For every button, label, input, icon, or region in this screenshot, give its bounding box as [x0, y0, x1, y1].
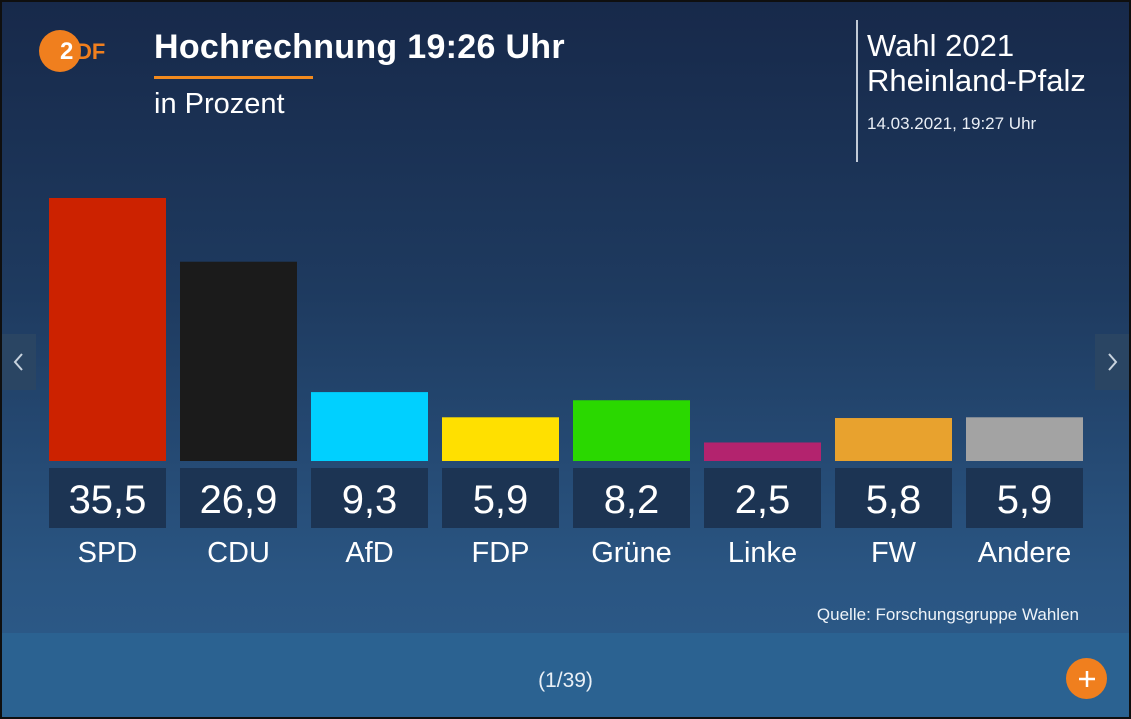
page-title: Hochrechnung 19:26 Uhr: [154, 28, 565, 66]
timestamp: 14.03.2021, 19:27 Uhr: [867, 114, 1037, 133]
value-box-grne: [573, 468, 690, 528]
category-label-andere: Andere: [978, 537, 1072, 569]
bar-cdu: [180, 261, 297, 461]
value-box-andere: [966, 468, 1083, 528]
value-box-afd: [311, 468, 428, 528]
value-box-cdu: [180, 468, 297, 528]
category-label-afd: AfD: [345, 537, 393, 569]
value-label-spd: 35,5: [69, 478, 147, 522]
bottom-bar: [2, 633, 1129, 717]
election-info: Wahl 2021 Rheinland-Pfalz: [867, 28, 1086, 98]
bar-andere: [966, 417, 1083, 461]
value-box-linke: [704, 468, 821, 528]
election-year: Wahl 2021: [867, 28, 1015, 63]
plus-icon: [1078, 670, 1095, 687]
category-label-fdp: FDP: [472, 537, 530, 569]
category-label-spd: SPD: [78, 537, 138, 569]
next-slide-button[interactable]: [1095, 334, 1129, 390]
election-region: Rheinland-Pfalz: [867, 63, 1086, 98]
prev-slide-button[interactable]: [2, 334, 36, 390]
value-label-andere: 5,9: [997, 478, 1053, 522]
value-box-fdp: [442, 468, 559, 528]
source-note: Quelle: Forschungsgruppe Wahlen: [816, 605, 1079, 624]
bar-grne: [573, 400, 690, 461]
title-underline: [154, 76, 313, 79]
value-label-afd: 9,3: [342, 478, 398, 522]
header-divider: [856, 20, 858, 162]
bar-afd: [311, 392, 428, 461]
value-box-fw: [835, 468, 952, 528]
value-label-grne: 8,2: [604, 478, 660, 522]
bar-chart: 35,5 SPD 26,9 CDU 9,3 AfD 5,9 FDP 8,2 Grüne 2,5 Lin…: [49, 198, 1083, 569]
more-button[interactable]: [1066, 658, 1107, 699]
category-label-grne: Grüne: [591, 537, 672, 569]
chevron-right-icon: [1108, 353, 1118, 371]
value-label-fw: 5,8: [866, 478, 922, 522]
bar-fw: [835, 418, 952, 461]
zdf-logo-z: 2: [60, 38, 73, 65]
zdf-logo: 2 DF: [39, 30, 105, 72]
page-indicator: (1/39): [538, 669, 593, 692]
category-label-fw: FW: [871, 537, 917, 569]
value-label-cdu: 26,9: [200, 478, 278, 522]
zdf-logo-df: DF: [76, 39, 105, 64]
value-box-spd: [49, 468, 166, 528]
value-label-fdp: 5,9: [473, 478, 529, 522]
bar-linke: [704, 442, 821, 461]
value-label-linke: 2,5: [735, 478, 791, 522]
chevron-left-icon: [13, 353, 23, 371]
category-label-cdu: CDU: [207, 537, 270, 569]
category-label-linke: Linke: [728, 537, 797, 569]
bar-spd: [49, 198, 166, 461]
page-subtitle: in Prozent: [154, 88, 285, 120]
bar-fdp: [442, 417, 559, 461]
